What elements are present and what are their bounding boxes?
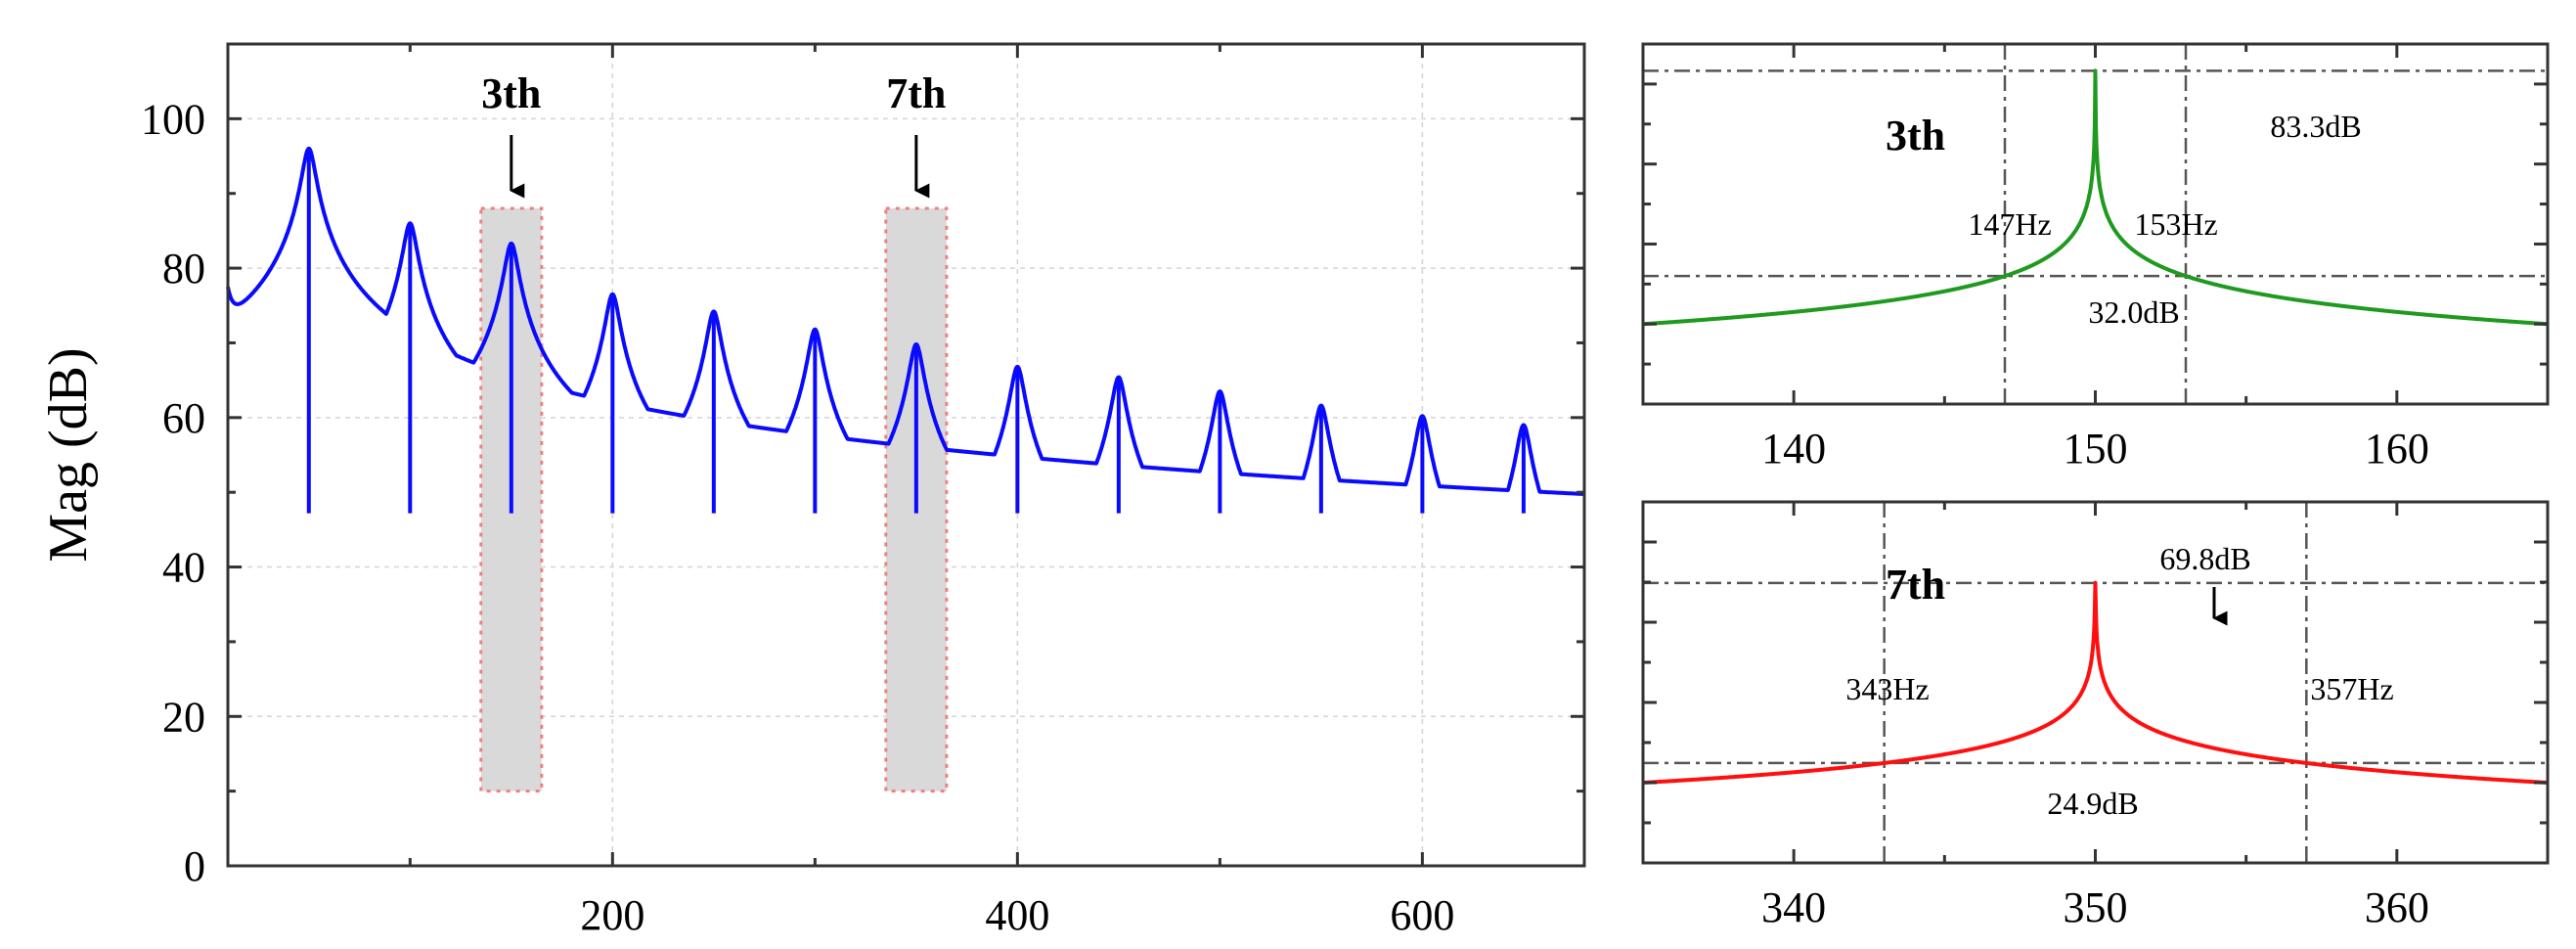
zoom-plot-zoom_7th: 340 350 360 7th 69.8dB 24.9dB 343Hz 357Hz	[1641, 500, 2550, 931]
right-frequency-label: 153Hz	[2134, 206, 2217, 242]
main-x-tick-label: 400	[985, 891, 1049, 939]
main-y-tick-label: 40	[162, 544, 205, 592]
zoom-plot-zoom_3rd: 140 150 160 3th 83.3dB 32.0dB 147Hz 153Hz	[1641, 42, 2550, 473]
band-magnitude-label: 32.0dB	[2088, 294, 2179, 330]
main-spectrum-plot: 3th 7th 200 400 600 0 20 40 60 80 100 Mag (dB)	[38, 42, 1586, 939]
zoom-harmonic-label: 7th	[1886, 561, 1945, 609]
right-frequency-label: 357Hz	[2310, 671, 2393, 706]
main-x-tick-label: 600	[1390, 891, 1454, 939]
zoom-series-line	[1641, 580, 2550, 785]
main-x-tick-label: 200	[580, 891, 644, 939]
zoom-harmonic-label: 3th	[1886, 112, 1945, 159]
highlight-label: 7th	[886, 69, 946, 117]
zoom-x-tick-label: 360	[2365, 883, 2429, 931]
left-frequency-label: 147Hz	[1968, 206, 2051, 242]
zoom-x-tick-label: 350	[2064, 883, 2128, 931]
band-magnitude-label: 24.9dB	[2047, 786, 2138, 821]
main-y-tick-label: 20	[162, 693, 205, 741]
zoom-x-tick-label: 140	[1761, 425, 1826, 473]
main-plot-frame	[226, 42, 1586, 868]
main-y-tick-label: 100	[141, 95, 205, 143]
zoom-x-tick-label: 340	[1761, 883, 1826, 931]
peak-magnitude-label: 83.3dB	[2270, 109, 2361, 144]
zoom-x-tick-label: 150	[2064, 425, 2128, 473]
main-y-tick-label: 60	[162, 394, 205, 442]
main-y-tick-label: 80	[162, 245, 205, 293]
zoom-x-tick-label: 160	[2365, 425, 2429, 473]
highlight-label: 3th	[481, 69, 541, 117]
zoom-series-line	[1641, 68, 2550, 327]
left-frequency-label: 343Hz	[1845, 671, 1929, 706]
main-y-tick-label: 0	[184, 842, 205, 890]
main-y-axis-label: Mag (dB)	[38, 347, 99, 562]
peak-magnitude-label: 69.8dB	[2159, 541, 2250, 576]
spectrum-series-line	[226, 146, 1586, 496]
